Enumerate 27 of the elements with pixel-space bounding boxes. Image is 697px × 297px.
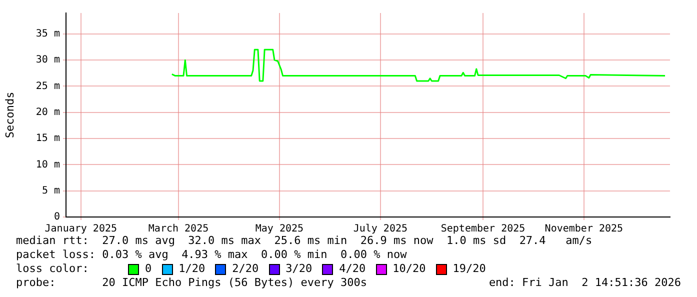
x-tick-label: January 2025 [44, 224, 118, 235]
legend-title: loss color: [16, 262, 90, 276]
x-tick-label: May 2025 [255, 224, 304, 235]
y-tick-label: 35 m [36, 28, 60, 40]
y-axis-title: Seconds [3, 92, 16, 138]
text: median rtt: 27.0 ms avg 32.0 ms max 25.6 ms min 26.9 ms now 1.0 ms sd 27.4 am/s [16, 234, 594, 248]
text: probe: 20 ICMP Echo Pings (56 Bytes) every 300s [16, 276, 367, 290]
legend-label: 19/20 [452, 262, 486, 276]
legend-label: 3/20 [286, 262, 312, 276]
y-tick-label: 15 m [36, 133, 60, 144]
legend-label: 4/20 [339, 262, 366, 276]
text: end: Fri Jan 2 14:51:36 2026 [488, 276, 681, 290]
y-tick-label: 0 [54, 212, 60, 223]
y-tick-label: 10 m [36, 159, 60, 170]
legend-label: 0 [145, 262, 152, 276]
x-tick-label: July 2025 [353, 224, 408, 235]
x-tick-label: November 2025 [544, 224, 624, 235]
y-tick-label: 5 m [42, 185, 60, 196]
x-tick-label: March 2025 [148, 224, 209, 235]
y-tick-label: 25 m [36, 80, 60, 92]
legend-label: 1/20 [178, 262, 206, 276]
text: packet loss: 0.03 % avg 4.93 % max 0.00 % min 0.00 % now [16, 248, 408, 262]
y-tick-label: 20 m [36, 106, 60, 118]
legend-label: 2/20 [232, 262, 259, 276]
x-tick-label: September 2025 [440, 224, 526, 235]
legend-label: 10/20 [392, 262, 426, 276]
y-tick-label: 30 m [36, 54, 60, 66]
